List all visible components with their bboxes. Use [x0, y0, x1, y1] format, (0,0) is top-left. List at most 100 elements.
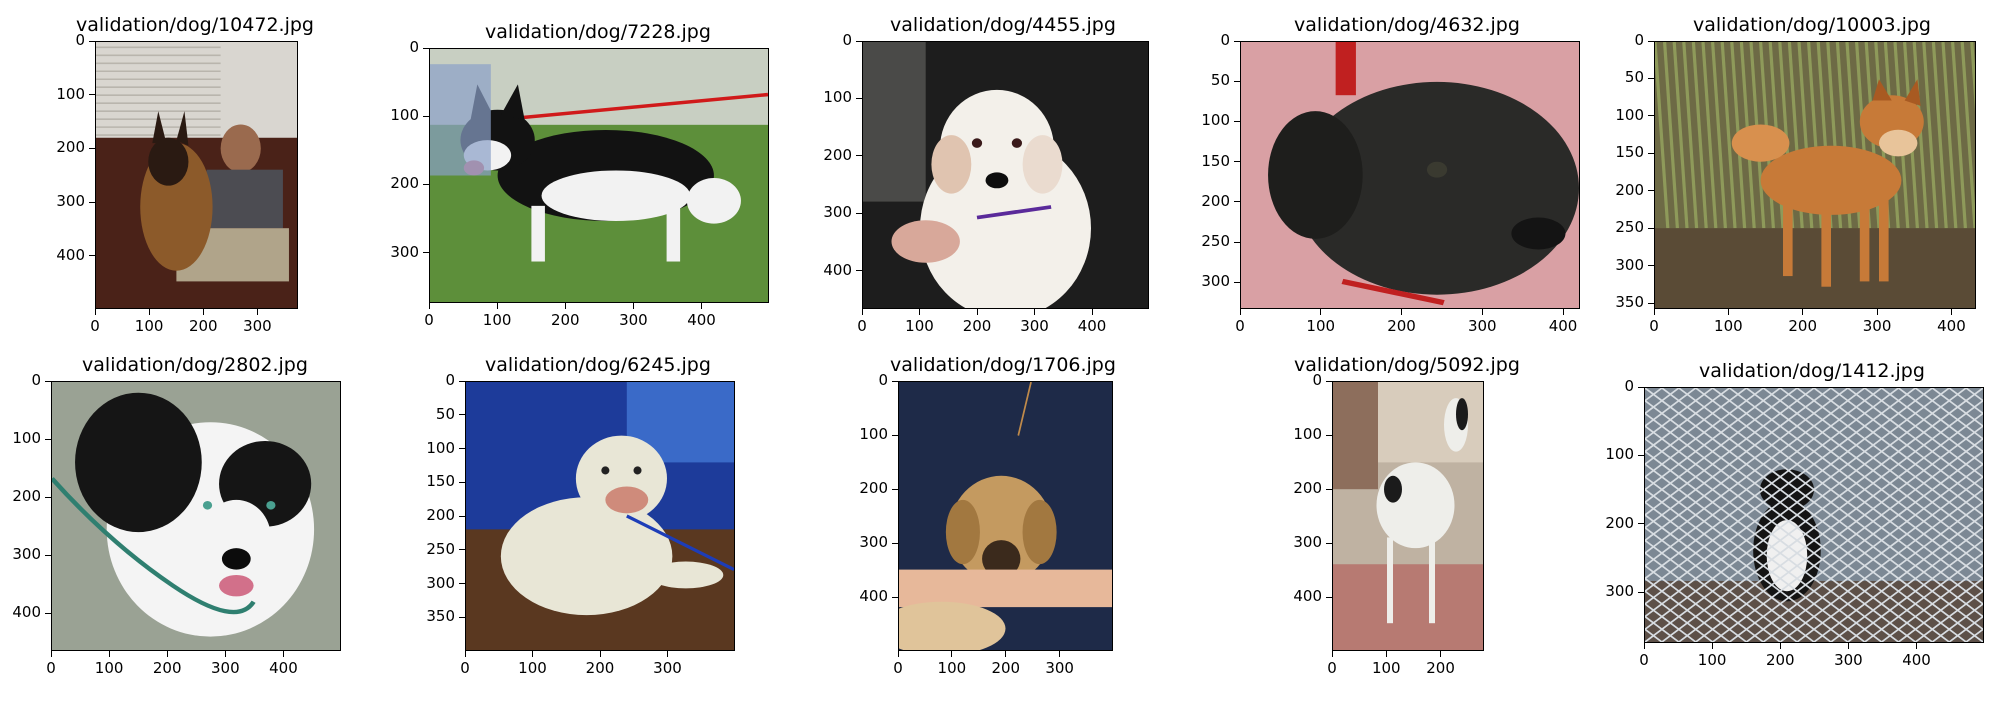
x-tick-mark: [632, 303, 634, 309]
x-tick-mark: [1653, 309, 1655, 315]
x-tick-label: 200: [1765, 651, 1795, 669]
y-tick-mark: [1234, 40, 1240, 42]
y-tick-mark: [45, 380, 51, 382]
panel-title: validation/dog/1706.jpg: [890, 354, 1116, 376]
y-tick-label: 300: [1615, 255, 1644, 274]
y-tick-label: 200: [426, 506, 455, 524]
panel-title: validation/dog/7228.jpg: [485, 21, 711, 43]
x-tick-mark: [532, 651, 533, 657]
panel-title: validation/dog/4632.jpg: [1294, 14, 1520, 36]
x-tick-label: 200: [550, 311, 580, 329]
y-tick-label: 250: [1615, 218, 1644, 237]
y-tick-label: 0: [1634, 31, 1644, 49]
y-tick-mark: [892, 488, 898, 490]
x-tick-mark: [1481, 309, 1483, 315]
x-tick-mark: [1401, 309, 1403, 315]
panel-title: validation/dog/10003.jpg: [1693, 14, 1931, 36]
x-tick-label: 300: [619, 311, 648, 329]
y-tick-label: 400: [56, 245, 85, 264]
y-tick-label: 200: [390, 174, 419, 193]
y-tick-label: 300: [12, 545, 41, 564]
y-tick-mark: [89, 147, 95, 149]
y-tick-label: 300: [1605, 582, 1634, 601]
y-tick-mark: [1648, 152, 1654, 154]
y-tick-mark: [89, 201, 95, 203]
x-tick-mark: [224, 651, 226, 657]
y-tick-mark: [1326, 488, 1332, 490]
y-tick-mark: [892, 542, 898, 544]
y-tick-mark: [1234, 241, 1240, 243]
y-tick-mark: [1648, 40, 1654, 42]
y-tick-mark: [1638, 523, 1644, 525]
x-tick-mark: [94, 309, 96, 315]
y-tick-label: 100: [1293, 425, 1322, 444]
x-tick-mark: [919, 309, 920, 315]
x-tick-mark: [861, 309, 863, 315]
x-tick-mark: [564, 303, 566, 309]
y-tick-label: 300: [390, 242, 419, 261]
y-tick-label: 350: [426, 607, 455, 626]
y-tick-label: 250: [1201, 232, 1230, 251]
x-tick-mark: [1950, 309, 1952, 315]
x-tick-mark: [166, 651, 168, 657]
x-tick-mark: [599, 651, 601, 657]
x-tick-label: 0: [857, 317, 867, 335]
y-tick-mark: [45, 612, 51, 614]
x-tick-mark: [108, 651, 110, 657]
x-tick-mark: [1802, 309, 1804, 315]
x-tick-label: 200: [962, 317, 992, 335]
y-tick-mark: [1648, 265, 1654, 267]
y-tick-label: 200: [1615, 180, 1644, 199]
panel-title: validation/dog/6245.jpg: [485, 354, 711, 376]
x-tick-mark: [464, 651, 466, 657]
x-tick-mark: [1562, 309, 1564, 315]
y-tick-mark: [856, 97, 862, 99]
y-tick-mark: [1326, 542, 1332, 544]
x-tick-mark: [1916, 643, 1918, 649]
x-tick-label: 300: [1020, 317, 1049, 335]
x-tick-mark: [1320, 309, 1322, 315]
y-tick-mark: [459, 549, 465, 551]
x-tick-label: 100: [1371, 659, 1401, 677]
x-tick-label: 400: [687, 311, 716, 329]
y-tick-mark: [856, 270, 862, 272]
y-tick-mark: [1326, 380, 1332, 382]
y-tick-mark: [1648, 77, 1654, 79]
y-tick-label: 100: [823, 88, 852, 107]
panel-title: validation/dog/4455.jpg: [890, 14, 1116, 36]
dog-photo: [898, 381, 1113, 651]
y-tick-label: 0: [842, 31, 852, 49]
y-tick-label: 100: [1615, 105, 1644, 124]
y-tick-label: 100: [1605, 445, 1634, 464]
x-tick-label: 300: [243, 317, 272, 335]
x-tick-label: 0: [1327, 659, 1337, 677]
y-tick-mark: [1648, 227, 1654, 229]
y-tick-label: 100: [56, 84, 85, 103]
y-tick-label: 0: [878, 371, 888, 389]
y-tick-mark: [459, 414, 465, 416]
y-tick-label: 100: [12, 429, 41, 448]
x-tick-mark: [1034, 309, 1036, 315]
x-tick-label: 100: [1697, 651, 1727, 669]
x-tick-mark: [282, 651, 284, 657]
x-tick-mark: [1876, 309, 1878, 315]
y-tick-mark: [892, 596, 898, 598]
y-tick-mark: [89, 40, 95, 42]
x-tick-label: 300: [1467, 317, 1497, 335]
y-tick-mark: [423, 183, 429, 185]
x-tick-label: 400: [1937, 317, 1966, 335]
y-tick-label: 50: [1624, 68, 1644, 87]
y-tick-label: 0: [1624, 377, 1634, 395]
x-tick-mark: [1239, 309, 1241, 315]
x-tick-mark: [256, 309, 258, 315]
y-tick-mark: [89, 94, 95, 96]
dog-photo: [95, 41, 298, 309]
x-tick-mark: [667, 651, 668, 657]
y-tick-mark: [1326, 434, 1332, 436]
x-tick-mark: [1059, 651, 1061, 657]
y-tick-mark: [1638, 454, 1644, 456]
y-tick-label: 300: [56, 192, 85, 211]
x-tick-mark: [50, 651, 52, 657]
x-tick-label: 200: [1387, 317, 1416, 335]
x-tick-label: 300: [653, 659, 682, 677]
